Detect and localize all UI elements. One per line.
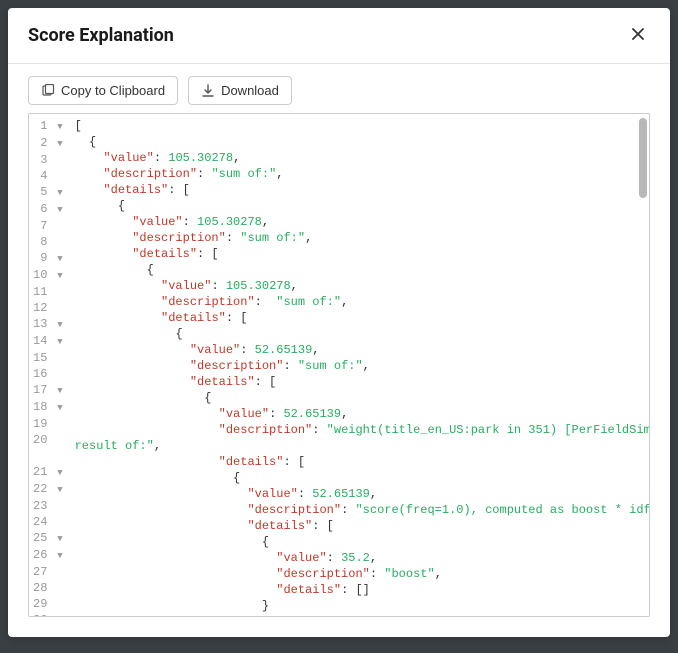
gutter-line: 9 ▼ <box>33 250 63 267</box>
code-line: "details": [ <box>75 310 650 326</box>
close-button[interactable] <box>626 22 650 49</box>
code-line: { <box>75 198 650 214</box>
gutter-line: 19 <box>33 416 63 432</box>
code-line: "details": [] <box>75 582 650 598</box>
gutter-line: 25 ▼ <box>33 530 63 547</box>
code-line: } <box>75 598 650 614</box>
download-button[interactable]: Download <box>188 76 292 105</box>
code-line: { <box>75 390 650 406</box>
code-line: "details": [ <box>75 374 650 390</box>
code-line: { <box>75 470 650 486</box>
code-line: "value": 52.65139, <box>75 486 650 502</box>
code-line: "description": "boost", <box>75 566 650 582</box>
code-line: "value": 35.2, <box>75 550 650 566</box>
modal-title: Score Explanation <box>28 25 174 46</box>
gutter-line: 22 ▼ <box>33 481 63 498</box>
gutter-line: 29 <box>33 596 63 612</box>
gutter-line: 1 ▼ <box>33 118 63 135</box>
score-explanation-modal: Score Explanation Copy to Clipboard Down… <box>8 8 670 637</box>
gutter-line: 14 ▼ <box>33 333 63 350</box>
code-line: { <box>75 534 650 550</box>
code-line: "value": 52.65139, <box>75 406 650 422</box>
download-icon <box>201 84 215 98</box>
close-icon <box>630 26 646 46</box>
gutter-line: 3 <box>33 152 63 168</box>
code-content: [ { "value": 105.30278, "description": "… <box>69 114 650 616</box>
code-line: "details": [ <box>75 454 650 470</box>
code-line: { <box>75 326 650 342</box>
code-line: { <box>75 262 650 278</box>
gutter-line <box>33 448 63 464</box>
code-line: "value": 105.30278, <box>75 150 650 166</box>
gutter-line: 27 <box>33 564 63 580</box>
copy-to-clipboard-button[interactable]: Copy to Clipboard <box>28 76 178 105</box>
code-line: "details": [ <box>75 182 650 198</box>
code-line: "description": "sum of:", <box>75 230 650 246</box>
gutter-line: 5 ▼ <box>33 184 63 201</box>
code-line: { <box>75 134 650 150</box>
gutter-line: 13 ▼ <box>33 316 63 333</box>
gutter-line: 6 ▼ <box>33 201 63 218</box>
gutter-line: 7 <box>33 218 63 234</box>
scrollbar-thumb[interactable] <box>639 118 647 198</box>
code-line: [ <box>75 118 650 134</box>
gutter-line: 20 <box>33 432 63 448</box>
toolbar: Copy to Clipboard Download <box>8 64 670 113</box>
gutter-line: 15 <box>33 350 63 366</box>
code-line: "description": "sum of:", <box>75 294 650 310</box>
copy-button-label: Copy to Clipboard <box>61 83 165 98</box>
code-line: "details": [ <box>75 246 650 262</box>
gutter-line: 21 ▼ <box>33 464 63 481</box>
code-line: "value": 52.65139, <box>75 342 650 358</box>
code-line: "value": 105.30278, <box>75 214 650 230</box>
code-gutter: 1 ▼2 ▼3 4 5 ▼6 ▼7 8 9 ▼10 ▼11 12 13 ▼14 … <box>29 114 69 616</box>
gutter-line: 28 <box>33 580 63 596</box>
gutter-line: 23 <box>33 498 63 514</box>
code-line: result of:", <box>75 438 650 454</box>
gutter-line: 17 ▼ <box>33 382 63 399</box>
code-line: "details": [ <box>75 518 650 534</box>
code-viewer[interactable]: 1 ▼2 ▼3 4 5 ▼6 ▼7 8 9 ▼10 ▼11 12 13 ▼14 … <box>28 113 650 617</box>
modal-header: Score Explanation <box>8 8 670 64</box>
code-line: "description": "sum of:", <box>75 166 650 182</box>
code-line: "description": "score(freq=1.0), compute… <box>75 502 650 518</box>
gutter-line: 24 <box>33 514 63 530</box>
gutter-line: 26 ▼ <box>33 547 63 564</box>
code-line: "description": "sum of:", <box>75 358 650 374</box>
gutter-line: 18 ▼ <box>33 399 63 416</box>
gutter-line: 8 <box>33 234 63 250</box>
code-line: "value": 105.30278, <box>75 278 650 294</box>
gutter-line: 30 <box>33 612 63 617</box>
gutter-line: 2 ▼ <box>33 135 63 152</box>
gutter-line: 16 <box>33 366 63 382</box>
download-button-label: Download <box>221 83 279 98</box>
copy-icon <box>41 84 55 98</box>
gutter-line: 10 ▼ <box>33 267 63 284</box>
gutter-line: 12 <box>33 300 63 316</box>
gutter-line: 11 <box>33 284 63 300</box>
code-line: "description": "weight(title_en_US:park … <box>75 422 650 438</box>
gutter-line: 4 <box>33 168 63 184</box>
